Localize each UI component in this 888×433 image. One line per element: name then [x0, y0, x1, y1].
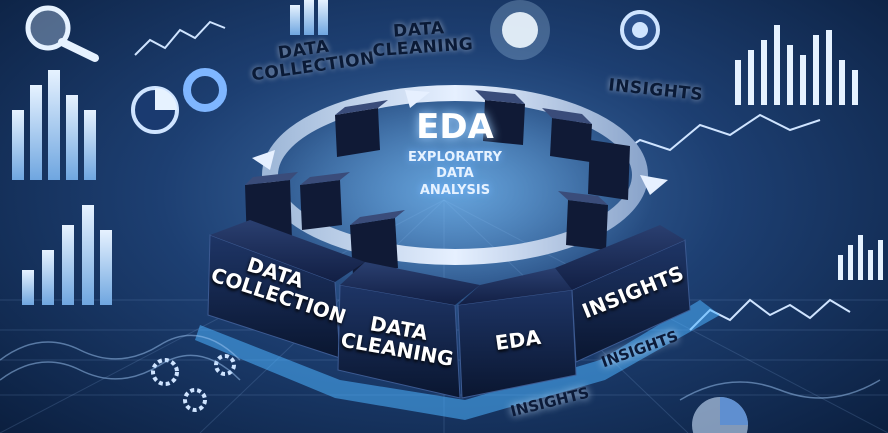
- ring-cube: [475, 90, 525, 145]
- ring-cube: [542, 108, 592, 162]
- wave-chart: [0, 334, 881, 401]
- floating-label-data-cleaning: DATA CLEANING: [371, 18, 474, 62]
- bar-chart-icon: [22, 205, 112, 305]
- light-bulb-icon: [490, 0, 550, 60]
- block-data-cleaning: [337, 262, 480, 399]
- pie-chart-icon: [131, 68, 748, 433]
- ring-cube: [335, 100, 388, 157]
- bar-chart-icon: [735, 25, 858, 105]
- gear-icon: [151, 354, 236, 412]
- cycle-arrow: [252, 85, 668, 265]
- ring-cube: [588, 140, 630, 200]
- block-eda: [457, 268, 577, 399]
- center-subtitle: EXPLORATRY DATA ANALYSIS: [408, 150, 502, 198]
- block-insights: [555, 225, 691, 363]
- gear-icon: [620, 10, 660, 50]
- center-title: EDA: [416, 107, 494, 147]
- ring-cube: [350, 210, 405, 275]
- ring-cube: [300, 172, 350, 230]
- bar-chart-icon: [290, 0, 328, 35]
- bar-chart-icon: [838, 235, 883, 280]
- ring-cube: [558, 191, 608, 250]
- magnifier-icon: [25, 5, 99, 62]
- bar-chart-icon: [12, 70, 96, 180]
